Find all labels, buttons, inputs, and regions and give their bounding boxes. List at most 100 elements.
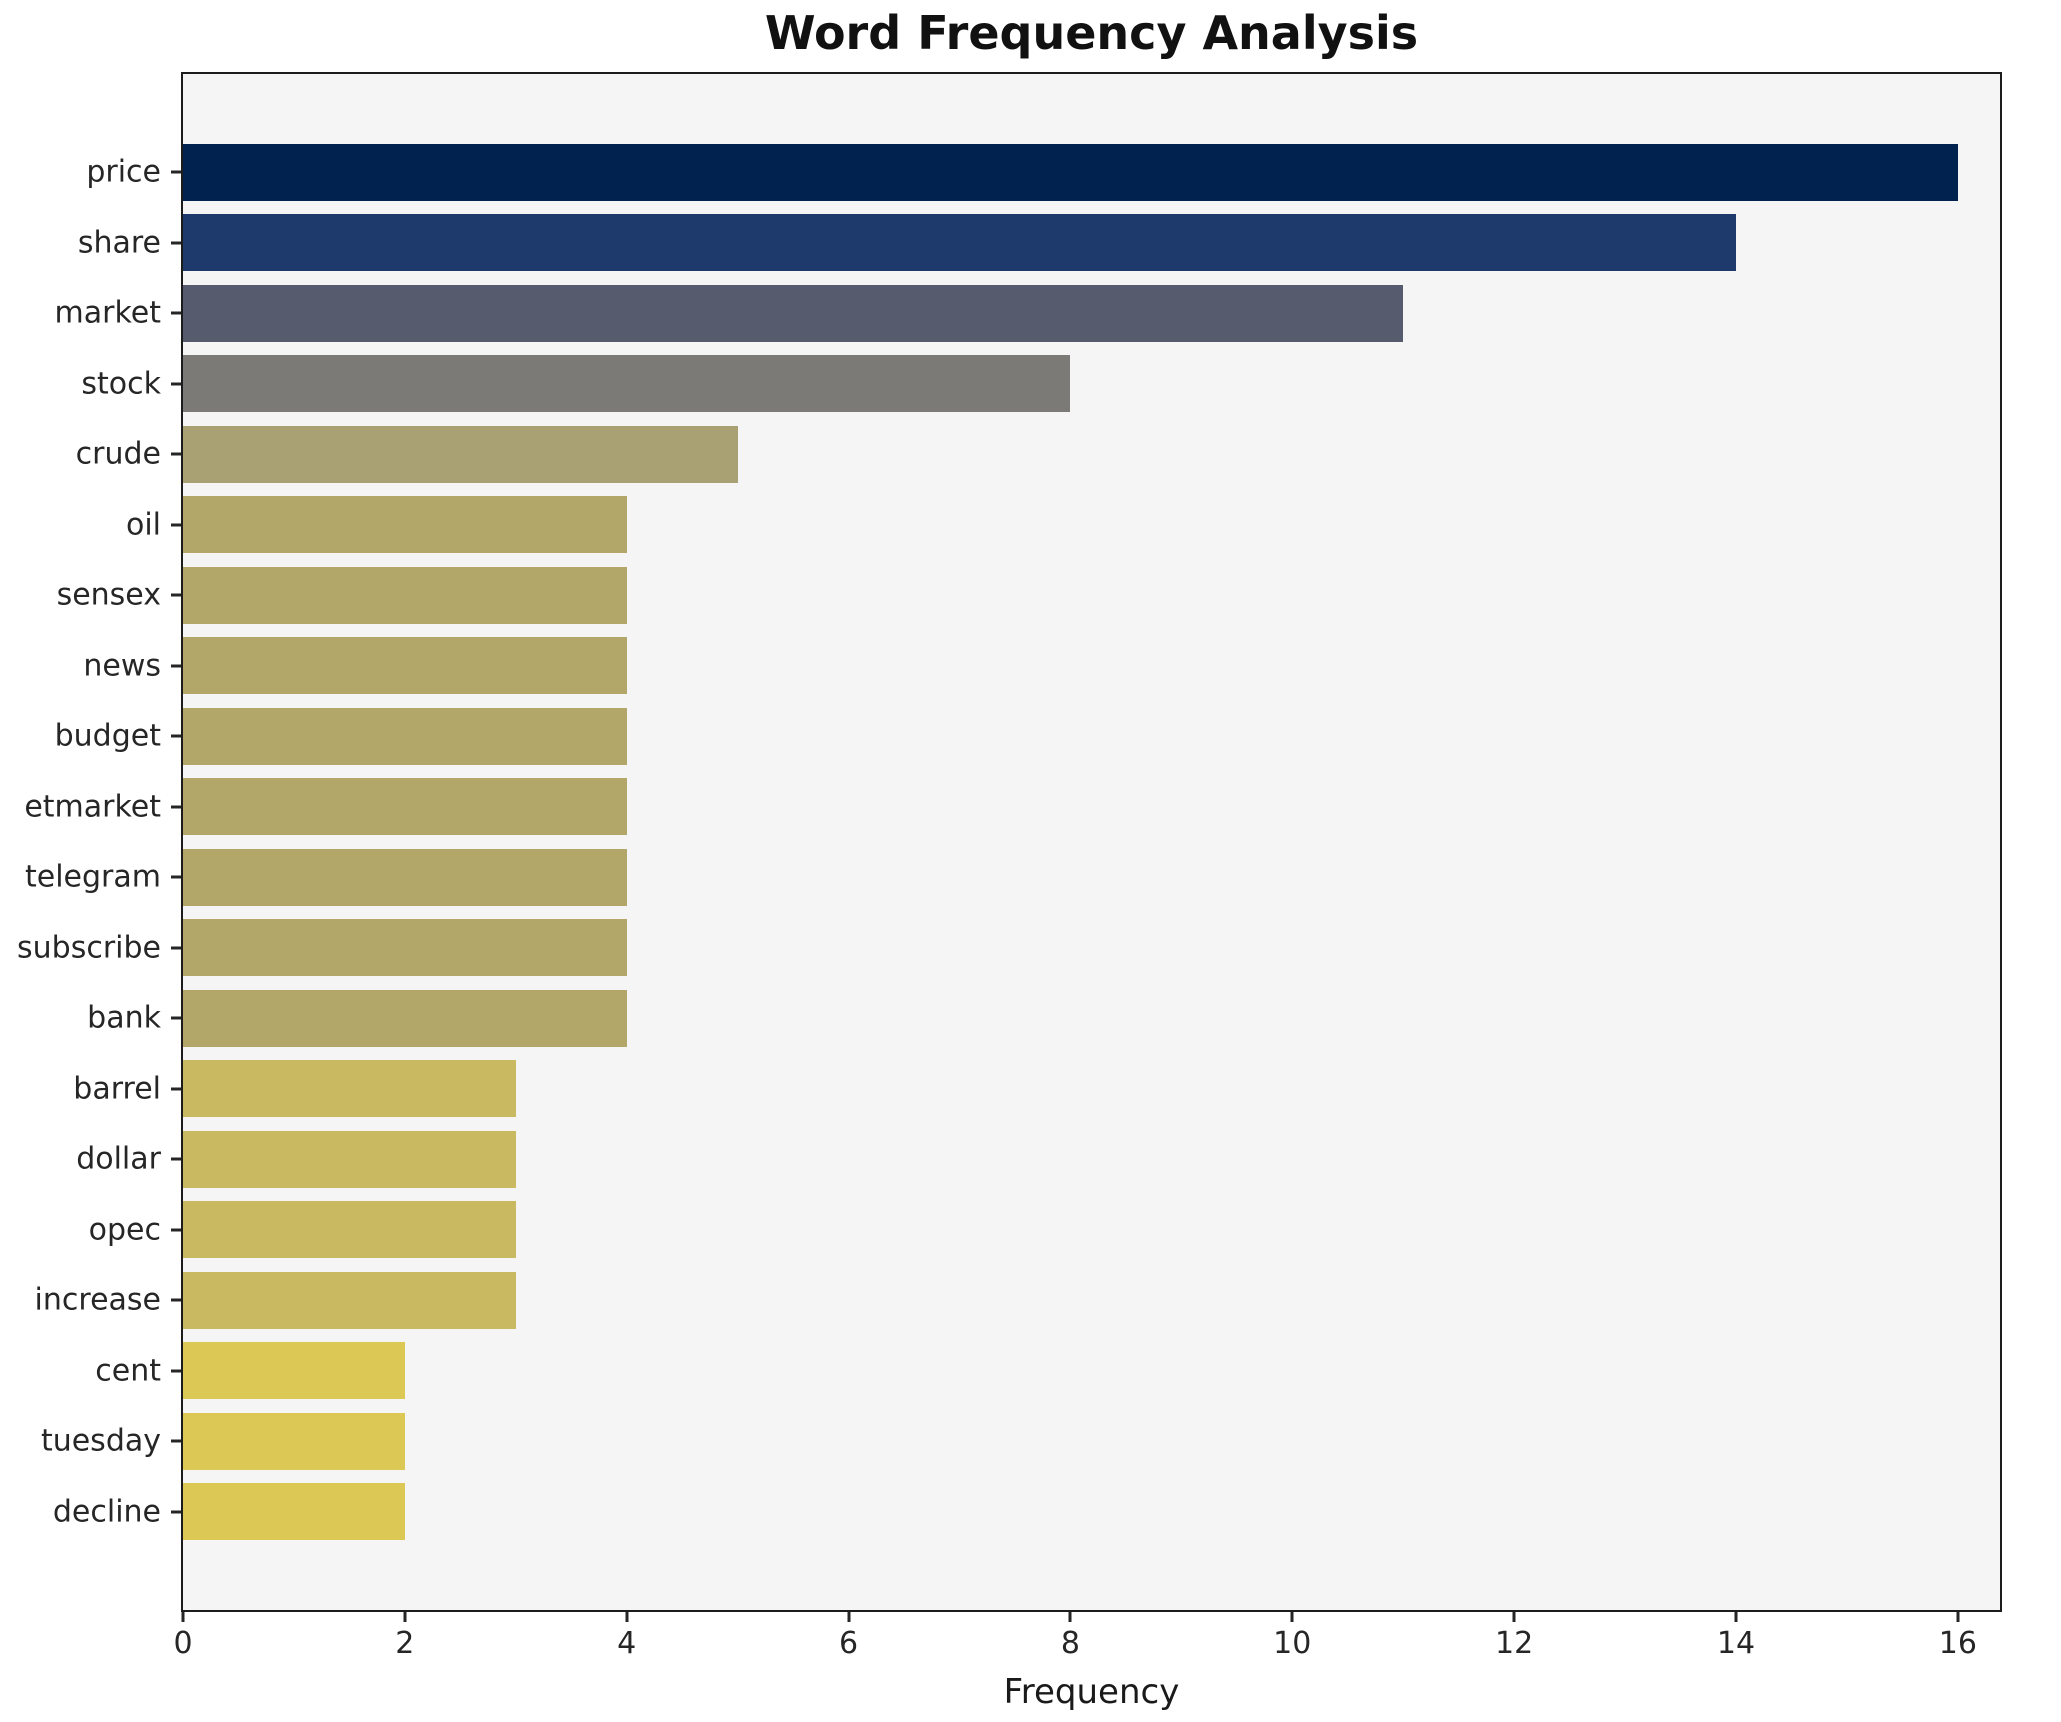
y-tick-telegram [171, 875, 181, 879]
y-label-tuesday: tuesday [40, 1423, 161, 1459]
bar-decline [183, 1483, 405, 1541]
y-tick-tuesday [171, 1439, 181, 1443]
bar-bank [183, 989, 627, 1047]
y-label-opec: opec [88, 1212, 161, 1248]
y-tick-share [171, 241, 181, 245]
y-tick-crude [171, 452, 181, 456]
x-tick-label-4: 4 [617, 1626, 637, 1661]
y-tick-sensex [171, 593, 181, 597]
x-tick-label-0: 0 [173, 1626, 193, 1661]
bar-tuesday [183, 1412, 405, 1470]
plot-area: price share market stock crude oil sensex news b… [17, 72, 2002, 1712]
bar-price [183, 143, 1958, 201]
bar-row-cent: cent [95, 1336, 2000, 1407]
x-tick-label-16: 16 [1938, 1626, 1977, 1661]
y-label-subscribe: subscribe [17, 930, 161, 966]
y-label-bank: bank [87, 1000, 161, 1036]
y-label-decline: decline [52, 1494, 161, 1530]
y-label-budget: budget [54, 718, 161, 754]
y-tick-cent [171, 1369, 181, 1373]
x-tick-label-8: 8 [1060, 1626, 1080, 1661]
bar-row-price: price [86, 137, 2000, 208]
x-tick-mark-14 [1734, 1612, 1738, 1622]
y-tick-barrel [171, 1087, 181, 1091]
bar-row-oil: oil [126, 490, 2000, 561]
y-tick-subscribe [171, 946, 181, 950]
bar-row-telegram: telegram [25, 842, 2000, 913]
bar-barrel [183, 1060, 516, 1118]
bar-sensex [183, 566, 627, 624]
x-tick-label-14: 14 [1716, 1626, 1756, 1661]
y-tick-opec [171, 1228, 181, 1232]
x-tick-mark-8 [1068, 1612, 1072, 1622]
y-label-cent: cent [95, 1353, 161, 1389]
y-tick-decline [171, 1510, 181, 1514]
bar-news [183, 637, 627, 695]
x-axis-label: Frequency [1003, 1672, 1180, 1712]
bar-row-dollar: dollar [76, 1124, 2000, 1195]
x-tick-mark-0 [181, 1612, 185, 1622]
y-tick-increase [171, 1298, 181, 1302]
bar-cent [183, 1342, 405, 1400]
x-tick-mark-12 [1512, 1612, 1516, 1622]
bar-share [183, 214, 1736, 272]
x-tick-label-6: 6 [839, 1626, 859, 1661]
y-tick-dollar [171, 1157, 181, 1161]
bar-oil [183, 496, 627, 554]
bar-row-market: market [55, 278, 2000, 349]
y-label-price: price [86, 154, 161, 190]
y-label-news: news [83, 648, 161, 684]
y-label-share: share [77, 225, 161, 261]
bar-row-share: share [78, 208, 2000, 279]
bar-subscribe [183, 919, 627, 977]
bars-container: price share market stock crude oil sensex news b… [17, 74, 2000, 1610]
y-tick-budget [171, 734, 181, 738]
y-label-barrel: barrel [73, 1071, 161, 1107]
bar-market [183, 284, 1404, 342]
y-label-oil: oil [125, 507, 161, 543]
y-label-crude: crude [75, 436, 161, 472]
y-label-increase: increase [34, 1282, 161, 1318]
bar-crude [183, 425, 738, 483]
y-tick-etmarket [171, 805, 181, 809]
bar-row-barrel: barrel [73, 1054, 2000, 1125]
bar-row-sensex: sensex [57, 560, 2000, 631]
bar-row-bank: bank [87, 983, 2000, 1054]
bar-etmarket [183, 778, 627, 836]
bar-budget [183, 707, 627, 765]
bar-row-subscribe: subscribe [17, 913, 2000, 984]
y-tick-news [171, 664, 181, 668]
x-tick-mark-6 [847, 1612, 851, 1622]
bar-opec [183, 1201, 516, 1259]
x-tick-label-12: 12 [1495, 1626, 1534, 1661]
x-tick-label-2: 2 [395, 1626, 415, 1661]
bar-row-opec: opec [89, 1195, 2000, 1266]
bar-row-budget: budget [55, 701, 2000, 772]
bar-row-etmarket: etmarket [24, 772, 2000, 843]
bar-row-decline: decline [53, 1477, 2000, 1548]
y-label-market: market [54, 295, 161, 331]
bar-row-stock: stock [81, 349, 2000, 420]
bar-increase [183, 1271, 516, 1329]
bar-row-crude: crude [76, 419, 2000, 490]
bar-row-news: news [83, 631, 2000, 702]
x-tick-mark-4 [625, 1612, 629, 1622]
y-tick-bank [171, 1016, 181, 1020]
y-label-dollar: dollar [76, 1141, 161, 1177]
x-tick-mark-16 [1956, 1612, 1960, 1622]
y-label-stock: stock [81, 366, 161, 402]
x-tick-mark-10 [1290, 1612, 1294, 1622]
bar-telegram [183, 848, 627, 906]
y-tick-price [171, 170, 181, 174]
x-tick-label-10: 10 [1273, 1626, 1312, 1661]
y-label-telegram: telegram [25, 859, 161, 895]
bar-dollar [183, 1130, 516, 1188]
bar-row-tuesday: tuesday [41, 1406, 2000, 1477]
bar-row-increase: increase [35, 1265, 2000, 1336]
y-tick-stock [171, 382, 181, 386]
chart-title: Word Frequency Analysis [764, 6, 1419, 60]
y-tick-oil [171, 523, 181, 527]
y-label-etmarket: etmarket [24, 789, 161, 825]
x-tick-mark-2 [403, 1612, 407, 1622]
